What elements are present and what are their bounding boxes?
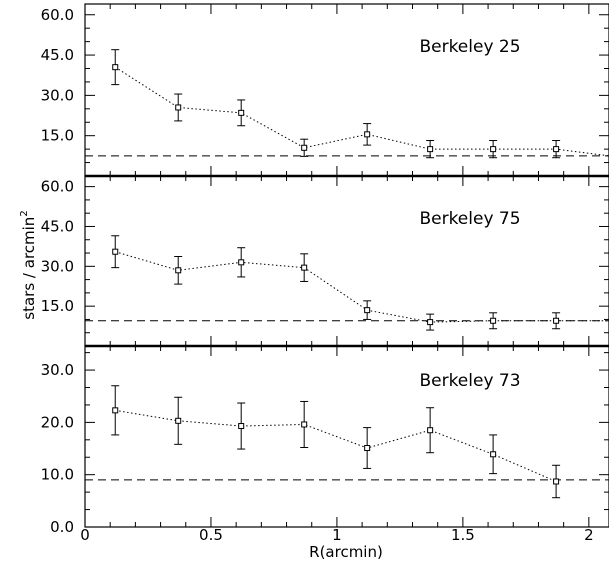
data-point (363, 300, 372, 320)
point-marker (301, 144, 308, 151)
point-marker (175, 267, 182, 274)
y-tick-label: 20.0 (41, 413, 74, 431)
data-point (426, 140, 435, 159)
data-point (237, 402, 246, 450)
x-tick-label: 2 (584, 526, 594, 544)
x-tick-label: 0 (80, 526, 90, 544)
data-point (111, 49, 120, 86)
point-marker (112, 248, 119, 255)
point-marker (553, 317, 560, 324)
y-tick-label: 45.0 (41, 217, 74, 235)
y-tick-label: 30.0 (41, 257, 74, 275)
profile-line (114, 66, 609, 157)
point-marker (553, 146, 560, 153)
point-marker (490, 146, 497, 153)
data-point (363, 123, 372, 146)
y-tick-label: 15.0 (41, 127, 74, 145)
point-marker (364, 445, 371, 452)
profile-line (115, 251, 609, 323)
point-marker (490, 451, 497, 458)
data-point (489, 140, 498, 159)
point-marker (427, 146, 434, 153)
data-point (426, 313, 435, 331)
y-tick-label: 60.0 (41, 178, 74, 196)
panel-3: 0.0 10.0 20.0 30.0 Berkeley 73 (41, 345, 609, 536)
point-marker (427, 319, 434, 326)
data-point (300, 138, 309, 157)
point-marker (175, 104, 182, 111)
data-point (489, 312, 498, 330)
panel-frame (84, 345, 609, 528)
y-tick-label: 30.0 (41, 86, 74, 104)
point-marker (427, 427, 434, 434)
point-marker (490, 317, 497, 324)
panel-label: Berkeley 25 (419, 37, 520, 57)
data-point (363, 427, 372, 469)
data-point (552, 312, 561, 330)
panel-label: Berkeley 75 (419, 209, 520, 229)
data-point (489, 434, 498, 475)
data-point (426, 407, 435, 454)
panel-frame (84, 3, 609, 177)
point-marker (301, 264, 308, 271)
point-marker (238, 259, 245, 266)
point-marker (112, 407, 119, 414)
x-tick-labels: 0 0.5 1 1.5 2 (80, 526, 593, 544)
x-tick-label: 1.5 (451, 526, 475, 544)
panel-label: Berkeley 73 (419, 371, 520, 391)
data-point (300, 253, 309, 282)
data-point (174, 396, 183, 445)
data-point (300, 400, 309, 448)
point-marker (112, 64, 119, 71)
y-tick-label: 0.0 (50, 518, 74, 536)
data-point (174, 255, 183, 285)
point-marker (238, 109, 245, 116)
point-marker (175, 417, 182, 424)
point-marker (301, 421, 308, 428)
panel-1: 15.0 30.0 45.0 60.0 Berkeley 25 (41, 3, 609, 177)
data-point (237, 99, 246, 127)
y-axis-title-superscript: 2 (19, 210, 30, 216)
panel-2: 15.0 30.0 45.0 60.0 Berkeley 75 (41, 175, 609, 347)
data-point (111, 385, 120, 436)
y-axis-title: stars / arcmin2 (19, 210, 38, 319)
point-marker (364, 307, 371, 314)
profile-line (115, 409, 557, 482)
x-tick-label: 1 (332, 526, 342, 544)
data-point (552, 464, 561, 499)
y-tick-label: 10.0 (41, 466, 74, 484)
panels: 15.0 30.0 45.0 60.0 Berkeley 25 15.0 30.0 45.0 6… (41, 3, 609, 536)
y-tick-label: 30.0 (41, 361, 74, 379)
point-marker (364, 131, 371, 138)
data-point (174, 93, 183, 122)
y-axis-title-main: stars / arcmin (20, 217, 38, 320)
y-tick-label: 15.0 (41, 297, 74, 315)
data-point (111, 235, 120, 269)
x-axis-title: R(arcmin) (309, 543, 383, 561)
y-tick-label: 45.0 (41, 46, 74, 64)
data-point (552, 140, 561, 159)
y-tick-label: 60.0 (41, 6, 74, 24)
data-point (237, 247, 246, 278)
point-marker (238, 423, 245, 430)
point-marker (553, 478, 560, 485)
x-tick-label: 0.5 (199, 526, 223, 544)
